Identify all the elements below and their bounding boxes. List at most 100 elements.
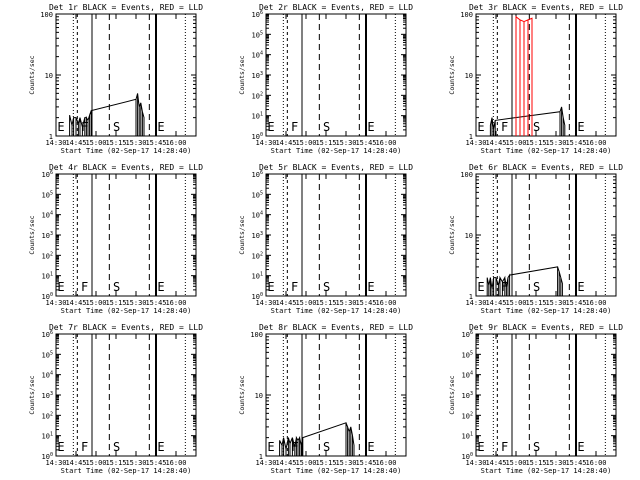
x-tick-label: 16:00 [375,459,396,467]
event-marker: F [501,120,508,134]
panel-2: Det 2r BLACK = Events, RED = LLD Counts/s… [238,3,413,155]
event-marker: S [533,280,540,294]
y-axis-label: Counts/sec [448,375,456,414]
x-axis-label: Start Time (02-Sep-17 14:28:40) [271,307,402,315]
x-tick-label: 15:30 [125,299,146,307]
event-marker: F [81,440,88,454]
panel-5: Det 5r BLACK = Events, RED = LLD Counts/s… [238,163,413,315]
y-tick-label: 1 [469,293,473,301]
x-tick-label: 14:30 [465,299,486,307]
x-tick-label: 15:30 [545,139,566,147]
x-axis-label: Start Time (02-Sep-17 14:28:40) [271,147,402,155]
y-axis-label: Counts/sec [238,55,246,94]
y-tick-label: 102 [252,91,263,100]
x-tick-label: 14:45 [485,299,506,307]
event-marker: S [533,120,540,134]
panel-title: Det 3r BLACK = Events, RED = LLD [469,3,623,12]
x-axis-label: Start Time (02-Sep-17 14:28:40) [61,467,192,475]
event-marker: E [267,120,274,134]
event-marker: S [323,280,330,294]
event-marker: F [501,440,508,454]
panel-4: Det 4r BLACK = Events, RED = LLD Counts/s… [28,163,203,315]
x-tick-label: 14:45 [275,299,296,307]
y-tick-label: 100 [42,292,53,301]
panel-title: Det 6r BLACK = Events, RED = LLD [469,163,623,172]
panel-title: Det 2r BLACK = Events, RED = LLD [259,3,413,12]
event-marker: E [477,120,484,134]
y-axis-label: Counts/sec [448,215,456,254]
y-tick-label: 106 [252,10,263,19]
y-tick-label: 104 [252,51,263,60]
event-marker: E [157,280,164,294]
x-tick-label: 16:00 [165,139,186,147]
x-tick-label: 14:45 [485,139,506,147]
y-axis-label: Counts/sec [238,215,246,254]
x-axis-label: Start Time (02-Sep-17 14:28:40) [481,467,612,475]
panel-title: Det 4r BLACK = Events, RED = LLD [49,163,203,172]
event-marker: F [291,120,298,134]
event-marker: E [157,440,164,454]
panel-8: Det 8r BLACK = Events, RED = LLD Counts/s… [238,323,413,475]
x-tick-label: 15:00 [295,459,316,467]
x-tick-label: 15:30 [335,459,356,467]
y-tick-label: 101 [252,112,263,121]
x-tick-label: 14:45 [65,299,86,307]
x-tick-label: 15:15 [315,459,336,467]
event-marker: E [57,440,64,454]
x-tick-label: 15:15 [525,459,546,467]
y-tick-label: 106 [42,170,53,179]
x-tick-label: 16:00 [165,299,186,307]
y-tick-label: 103 [252,231,263,240]
panel-title: Det 9r BLACK = Events, RED = LLD [469,323,623,332]
event-marker: S [113,280,120,294]
x-tick-label: 15:45 [565,299,586,307]
series-line [515,15,533,136]
panel-title: Det 5r BLACK = Events, RED = LLD [259,163,413,172]
x-tick-label: 15:30 [125,459,146,467]
y-tick-label: 105 [252,190,263,199]
x-tick-label: 15:30 [125,139,146,147]
x-tick-label: 14:30 [45,299,66,307]
y-tick-label: 106 [252,170,263,179]
y-tick-label: 105 [42,190,53,199]
x-tick-label: 15:00 [505,459,526,467]
panel-title: Det 7r BLACK = Events, RED = LLD [49,323,203,332]
y-tick-label: 101 [42,432,53,441]
x-tick-label: 14:45 [65,139,86,147]
x-tick-label: 15:15 [315,139,336,147]
y-tick-label: 1 [259,453,263,461]
y-tick-label: 106 [42,330,53,339]
y-tick-label: 105 [42,350,53,359]
y-axis-label: Counts/sec [28,375,36,414]
y-axis-label: Counts/sec [28,215,36,254]
x-tick-label: 14:30 [465,459,486,467]
event-marker: E [57,120,64,134]
panel-6: Det 6r BLACK = Events, RED = LLD Counts/s… [448,163,623,315]
y-tick-label: 104 [42,371,53,380]
y-tick-label: 1 [469,133,473,141]
y-axis-label: Counts/sec [28,55,36,94]
x-tick-label: 16:00 [585,459,606,467]
y-tick-label: 101 [42,272,53,281]
x-tick-label: 15:00 [505,299,526,307]
y-tick-label: 100 [462,452,473,461]
event-marker: S [113,120,120,134]
x-tick-label: 15:45 [145,299,166,307]
x-tick-label: 14:30 [255,459,276,467]
x-tick-label: 15:15 [105,459,126,467]
x-tick-label: 15:15 [525,139,546,147]
event-marker: E [157,120,164,134]
y-tick-label: 101 [462,432,473,441]
x-tick-label: 15:45 [145,139,166,147]
y-tick-label: 1 [49,133,53,141]
x-tick-label: 14:30 [45,459,66,467]
panel-9: Det 9r BLACK = Events, RED = LLD Counts/s… [448,323,623,475]
panel-7: Det 7r BLACK = Events, RED = LLD Counts/s… [28,323,203,475]
x-tick-label: 15:30 [335,139,356,147]
x-tick-label: 15:45 [565,139,586,147]
event-marker: E [367,440,374,454]
y-tick-label: 100 [40,11,53,19]
x-tick-label: 15:30 [545,459,566,467]
x-tick-label: 14:45 [485,459,506,467]
x-tick-label: 15:45 [355,139,376,147]
